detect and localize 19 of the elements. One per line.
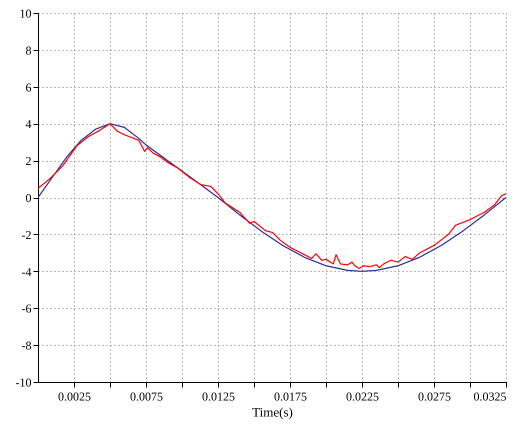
x-axis-title: Time(s) [252,404,293,420]
y-tick-label: -4 [22,264,32,279]
x-tick-label: 0.0275 [418,390,451,404]
y-tick-label: -6 [22,302,32,316]
x-tick-label: 0.0125 [202,390,235,404]
y-tick-label: 2 [26,154,32,168]
y-tick-label: 6 [26,80,32,94]
y-tick-label: 0 [26,191,32,205]
x-tick-label: 0.0025 [58,390,91,404]
x-tick-label: 0.0325 [474,390,506,404]
y-tick-label: 4 [26,117,32,132]
x-tick-label: 0.0075 [130,390,163,404]
y-tick-label: 10 [20,6,32,20]
y-tick-label: 8 [26,43,32,58]
x-tick-label: 0.0175 [274,390,307,404]
y-tick-label: -10 [16,376,32,390]
y-tick-label: -2 [22,228,32,242]
x-tick-label: 0.0225 [346,390,379,404]
y-tick-label: -8 [22,338,32,353]
